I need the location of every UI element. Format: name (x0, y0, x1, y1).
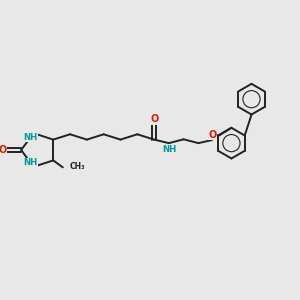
Text: CH₃: CH₃ (69, 162, 85, 171)
Text: O: O (0, 145, 7, 155)
Text: NH: NH (23, 158, 38, 167)
Text: O: O (151, 114, 159, 124)
Text: NH: NH (163, 145, 177, 154)
Text: NH: NH (23, 133, 38, 142)
Text: O: O (208, 130, 216, 140)
